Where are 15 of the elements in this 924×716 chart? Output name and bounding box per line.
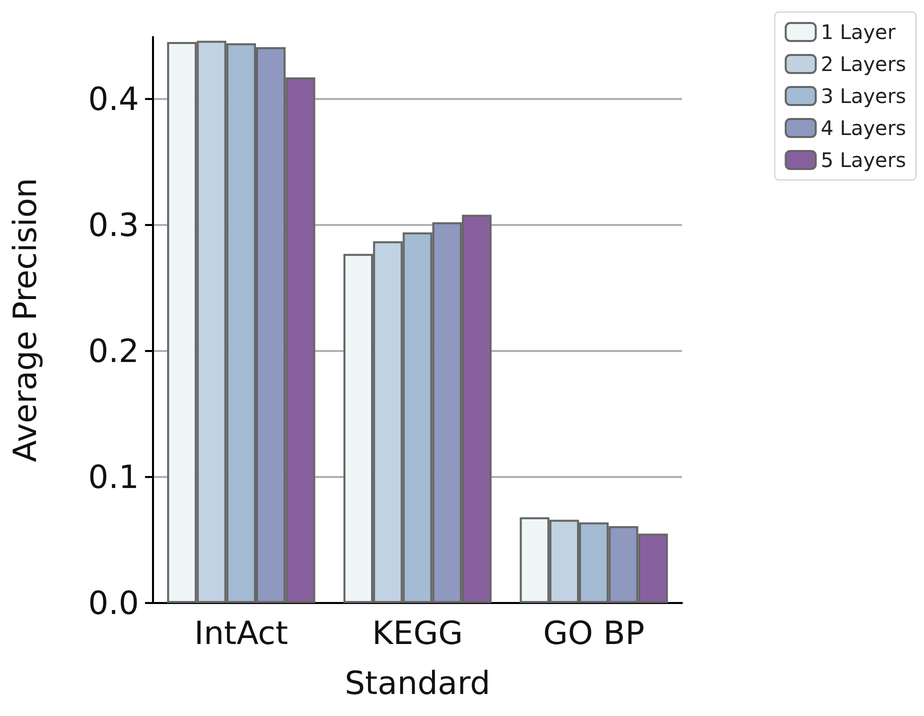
x-tick-label: IntAct	[194, 614, 288, 652]
y-tick-label: 0.2	[88, 332, 139, 370]
x-tick-label: KEGG	[372, 614, 463, 652]
y-tick-label: 0.3	[88, 206, 139, 244]
x-axis-title: Standard	[344, 664, 490, 702]
y-tick-label: 0.4	[88, 80, 139, 118]
x-tick-label: GO BP	[543, 614, 645, 652]
y-tick-label: 0.0	[88, 584, 139, 622]
legend-label: 5 Layers	[820, 148, 906, 172]
y-tick-label: 0.1	[88, 458, 139, 496]
legend-label: 1 Layer	[820, 20, 896, 44]
legend-label: 2 Layers	[820, 52, 906, 76]
legend-label: 3 Layers	[820, 84, 906, 108]
y-axis-title: Average Precision	[6, 178, 44, 462]
legend-label: 4 Layers	[820, 116, 906, 140]
